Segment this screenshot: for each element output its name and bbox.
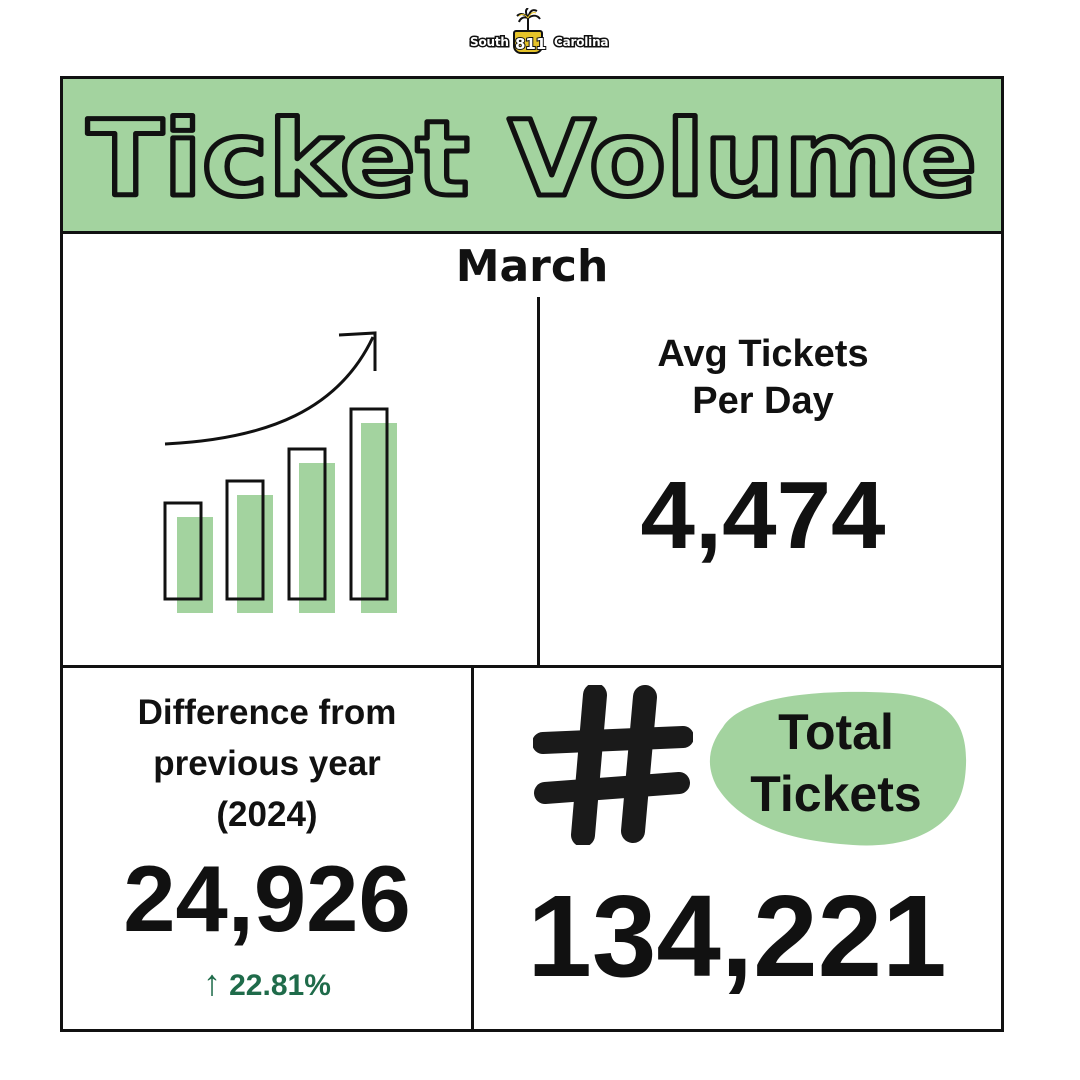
title-banner: Ticket Volume (63, 79, 1001, 231)
diff-label-line2: previous year (153, 744, 381, 783)
south-811-carolina-logo: South 811 Carolina (468, 8, 614, 60)
bottom-vertical-divider (471, 667, 474, 1029)
up-arrow-icon: ↑ (203, 962, 222, 1003)
middle-divider (63, 665, 1001, 668)
banner-title: Ticket Volume (87, 98, 977, 220)
total-label-line2: Tickets (750, 766, 922, 822)
diff-label-line3: (2024) (216, 795, 318, 834)
hashtag-icon (533, 685, 693, 845)
difference-value: 24,926 (123, 846, 411, 951)
total-label-line1: Total (778, 704, 894, 760)
month-label: March (455, 241, 609, 292)
diff-label-line1: Difference from (137, 693, 397, 732)
percent-text: 22.81% (229, 969, 331, 1002)
growth-chart-icon (163, 331, 397, 613)
logo-carolina-text: Carolina (552, 34, 610, 51)
infographic-frame: Ticket Volume March Avg Tickets Per Day … (60, 76, 1004, 1032)
logo-south-text: South (469, 34, 511, 51)
banner-title-svg: Ticket Volume (85, 96, 980, 223)
avg-tickets-value: 4,474 (640, 462, 886, 569)
avg-label-line1: Avg Tickets (657, 333, 869, 375)
total-tickets-label: Total Tickets (711, 701, 961, 825)
difference-percent: ↑ 22.81% (63, 963, 471, 1006)
avg-tickets-label: Avg Tickets Per Day (541, 331, 985, 425)
avg-label-line2: Per Day (692, 380, 834, 422)
top-vertical-divider (537, 297, 540, 667)
total-tickets-blob (709, 691, 967, 846)
logo-811-badge: 811 (513, 30, 547, 54)
banner-divider (63, 231, 1001, 234)
total-tickets-value: 134,221 (527, 871, 947, 1001)
difference-label: Difference from previous year (2024) (63, 687, 471, 840)
